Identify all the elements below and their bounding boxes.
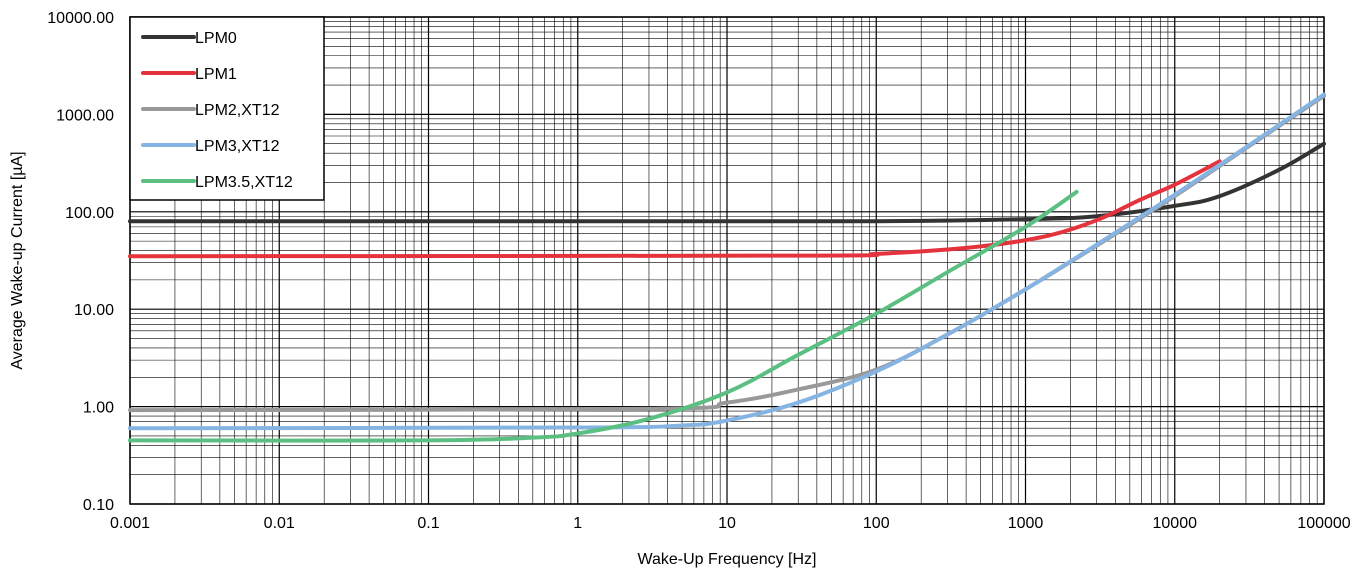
y-tick-label: 0.10 [83, 497, 114, 514]
x-tick-label: 0.01 [264, 515, 295, 532]
legend-label: LPM3.5,XT12 [195, 174, 293, 191]
x-tick-label: 0.1 [417, 515, 439, 532]
x-tick-label: 100 [863, 515, 890, 532]
legend-label: LPM1 [195, 66, 237, 83]
x-tick-label: 10000 [1153, 515, 1198, 532]
x-tick-label: 100000 [1297, 515, 1350, 532]
legend-label: LPM2,XT12 [195, 102, 280, 119]
series-lines [128, 92, 1326, 443]
legend-label: LPM3,XT12 [195, 138, 280, 155]
y-axis-title: Average Wake-up Current [µA] [9, 151, 26, 369]
series-line-1 [128, 159, 1222, 259]
legend-label: LPM0 [195, 30, 237, 47]
x-tick-label: 10 [718, 515, 736, 532]
y-tick-label: 1000.00 [56, 107, 114, 124]
y-axis-tick-labels: 0.10 1.00 10.00 100.00 1000.00 10000.00 [47, 10, 114, 514]
y-tick-label: 1.00 [83, 400, 114, 417]
series-line-0 [128, 141, 1326, 224]
x-axis-tick-labels: 0.001 0.01 0.1 1 10 100 1000 10000 100000 [110, 515, 1351, 532]
y-tick-label: 10000.00 [47, 10, 114, 27]
x-tick-label: 1 [573, 515, 582, 532]
x-axis-title: Wake-Up Frequency [Hz] [637, 551, 816, 568]
series-line-3 [128, 92, 1326, 431]
x-tick-label: 1000 [1008, 515, 1044, 532]
x-tick-label: 0.001 [110, 515, 150, 532]
y-tick-label: 10.00 [74, 302, 114, 319]
y-tick-label: 100.00 [65, 205, 114, 222]
legend: LPM0 LPM1 LPM2,XT12 LPM3,XT12 LPM3.5,XT12 [129, 16, 325, 201]
plot-area-border [129, 16, 1325, 505]
series-line-4 [128, 189, 1079, 443]
